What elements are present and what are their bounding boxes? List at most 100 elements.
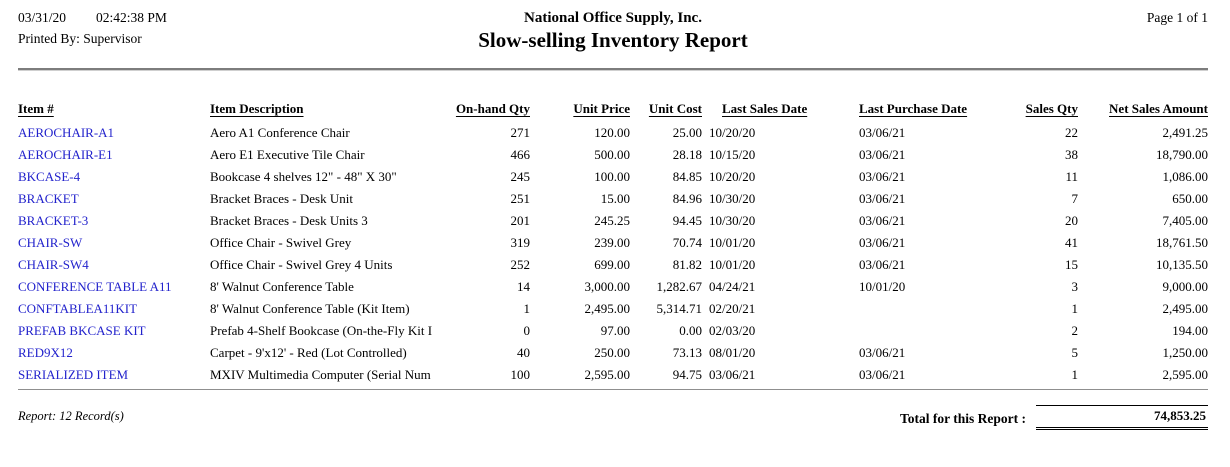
total-value: 74,853.25 <box>1036 405 1208 430</box>
header-center: National Office Supply, Inc. Slow-sellin… <box>18 10 1208 53</box>
item-number-link[interactable]: BKCASE-4 <box>18 169 81 184</box>
sales-qty-value: 22 <box>1065 125 1078 140</box>
report-table-body: AEROCHAIR-A1 Aero A1 Conference Chair 27… <box>18 122 1208 386</box>
printed-by: Printed By: Supervisor <box>18 31 142 46</box>
item-description: Aero A1 Conference Chair <box>210 125 350 140</box>
unit-price-value: 239.00 <box>594 235 630 250</box>
last-purchase-date-value <box>843 298 1008 320</box>
sales-qty-value: 2 <box>1071 323 1079 338</box>
report-header: 03/31/20 02:42:38 PM Printed By: Supervis… <box>18 8 1208 64</box>
last-sales-date-value: 10/01/20 <box>709 257 756 272</box>
last-purchase-date-value: 03/06/21 <box>859 367 906 382</box>
sales-qty-value: 5 <box>1071 345 1079 360</box>
onhand-qty-value: 14 <box>517 279 530 294</box>
last-sales-date-value: 10/20/20 <box>709 169 756 184</box>
table-row: AEROCHAIR-A1 Aero A1 Conference Chair 27… <box>18 122 1208 144</box>
unit-price-value: 97.00 <box>600 323 630 338</box>
item-number-link[interactable]: BRACKET-3 <box>18 213 89 228</box>
last-sales-date-value: 02/20/21 <box>709 301 756 316</box>
onhand-qty-value: 40 <box>517 345 530 360</box>
col-header-item: Item # <box>18 101 54 116</box>
unit-cost-value: 84.96 <box>672 191 702 206</box>
table-row: CHAIR-SW Office Chair - Swivel Grey 319 … <box>18 232 1208 254</box>
sales-qty-value: 11 <box>1065 169 1078 184</box>
item-number-link[interactable]: CHAIR-SW4 <box>18 257 89 272</box>
sales-qty-value: 41 <box>1065 235 1078 250</box>
table-row: RED9X12 Carpet - 9'x12' - Red (Lot Contr… <box>18 342 1208 364</box>
onhand-qty-value: 245 <box>510 169 531 184</box>
col-header-description: Item Description <box>210 101 304 116</box>
item-description: 8' Walnut Conference Table (Kit Item) <box>210 301 410 316</box>
item-description: Office Chair - Swivel Grey 4 Units <box>210 257 393 272</box>
report-total: Total for this Report : 74,853.25 <box>900 405 1208 430</box>
item-number-link[interactable]: AEROCHAIR-A1 <box>18 125 115 140</box>
col-header-unit-price: Unit Price <box>573 101 630 116</box>
sales-qty-value: 7 <box>1071 191 1079 206</box>
table-row: BRACKET-3 Bracket Braces - Desk Units 3 … <box>18 210 1208 232</box>
col-header-unit-cost: Unit Cost <box>648 101 702 116</box>
sales-qty-value: 15 <box>1065 257 1078 272</box>
item-description: Bookcase 4 shelves 12" - 48" X 30" <box>210 169 397 184</box>
item-number-link[interactable]: CHAIR-SW <box>18 235 83 250</box>
page-indicator: Page 1 of 1 <box>1146 10 1208 25</box>
sales-qty-value: 38 <box>1065 147 1078 162</box>
last-purchase-date-value: 03/06/21 <box>859 213 906 228</box>
last-purchase-date-value: 03/06/21 <box>859 345 906 360</box>
item-description: Bracket Braces - Desk Units 3 <box>210 213 368 228</box>
item-number-link[interactable]: PREFAB BKCASE KIT <box>18 323 146 338</box>
item-description: MXIV Multimedia Computer (Serial Num <box>210 367 431 382</box>
item-number-link[interactable]: SERIALIZED ITEM <box>18 367 129 382</box>
onhand-qty-value: 466 <box>510 147 531 162</box>
item-number-link[interactable]: BRACKET <box>18 191 79 206</box>
unit-cost-value: 0.00 <box>679 323 702 338</box>
col-header-sales-qty: Sales Qty <box>1025 101 1078 116</box>
unit-price-value: 2,595.00 <box>584 367 631 382</box>
unit-price-value: 250.00 <box>594 345 630 360</box>
report-page: 03/31/20 02:42:38 PM Printed By: Supervis… <box>18 8 1208 430</box>
last-purchase-date-value: 10/01/20 <box>859 279 906 294</box>
record-count: Report: 12 Record(s) <box>18 409 124 423</box>
item-number-link[interactable]: RED9X12 <box>18 345 73 360</box>
table-row: CONFTABLEA11KIT 8' Walnut Conference Tab… <box>18 298 1208 320</box>
onhand-qty-value: 100 <box>510 367 531 382</box>
unit-price-value: 500.00 <box>594 147 630 162</box>
net-sales-amount-value: 18,761.50 <box>1156 235 1208 250</box>
unit-cost-value: 25.00 <box>672 125 702 140</box>
last-purchase-date-value <box>843 320 1008 342</box>
net-sales-amount-value: 194.00 <box>1172 323 1208 338</box>
company-name: National Office Supply, Inc. <box>524 10 702 26</box>
net-sales-amount-value: 9,000.00 <box>1162 279 1209 294</box>
unit-price-value: 2,495.00 <box>584 301 631 316</box>
last-purchase-date-value: 03/06/21 <box>859 235 906 250</box>
unit-price-value: 120.00 <box>594 125 630 140</box>
item-number-link[interactable]: CONFTABLEA11KIT <box>18 301 138 316</box>
item-number-link[interactable]: AEROCHAIR-E1 <box>18 147 113 162</box>
table-row: BKCASE-4 Bookcase 4 shelves 12" - 48" X … <box>18 166 1208 188</box>
col-header-last-sales-date: Last Sales Date <box>722 101 808 116</box>
item-number-link[interactable]: CONFERENCE TABLE A11 <box>18 279 172 294</box>
last-sales-date-value: 10/30/20 <box>709 191 756 206</box>
net-sales-amount-value: 7,405.00 <box>1162 213 1209 228</box>
print-date: 03/31/20 <box>18 10 67 25</box>
unit-price-value: 245.25 <box>594 213 630 228</box>
total-label: Total for this Report : <box>900 411 1026 426</box>
last-purchase-date-value: 03/06/21 <box>859 257 906 272</box>
unit-cost-value: 28.18 <box>672 147 702 162</box>
unit-price-value: 699.00 <box>594 257 630 272</box>
unit-cost-value: 73.13 <box>672 345 702 360</box>
last-purchase-date-value: 03/06/21 <box>859 125 906 140</box>
header-divider <box>18 68 1208 71</box>
onhand-qty-value: 271 <box>510 125 531 140</box>
table-row: CONFERENCE TABLE A11 8' Walnut Conferenc… <box>18 276 1208 298</box>
unit-cost-value: 81.82 <box>672 257 702 272</box>
last-sales-date-value: 10/20/20 <box>709 125 756 140</box>
net-sales-amount-value: 2,495.00 <box>1162 301 1209 316</box>
item-description: 8' Walnut Conference Table <box>210 279 354 294</box>
last-sales-date-value: 04/24/21 <box>709 279 756 294</box>
print-time: 02:42:38 PM <box>96 10 167 25</box>
col-header-net-sales-amount: Net Sales Amount <box>1109 101 1208 116</box>
onhand-qty-value: 1 <box>523 301 531 316</box>
sales-qty-value: 1 <box>1071 301 1079 316</box>
last-sales-date-value: 02/03/20 <box>709 323 756 338</box>
col-header-onhand-qty: On-hand Qty <box>455 101 530 116</box>
